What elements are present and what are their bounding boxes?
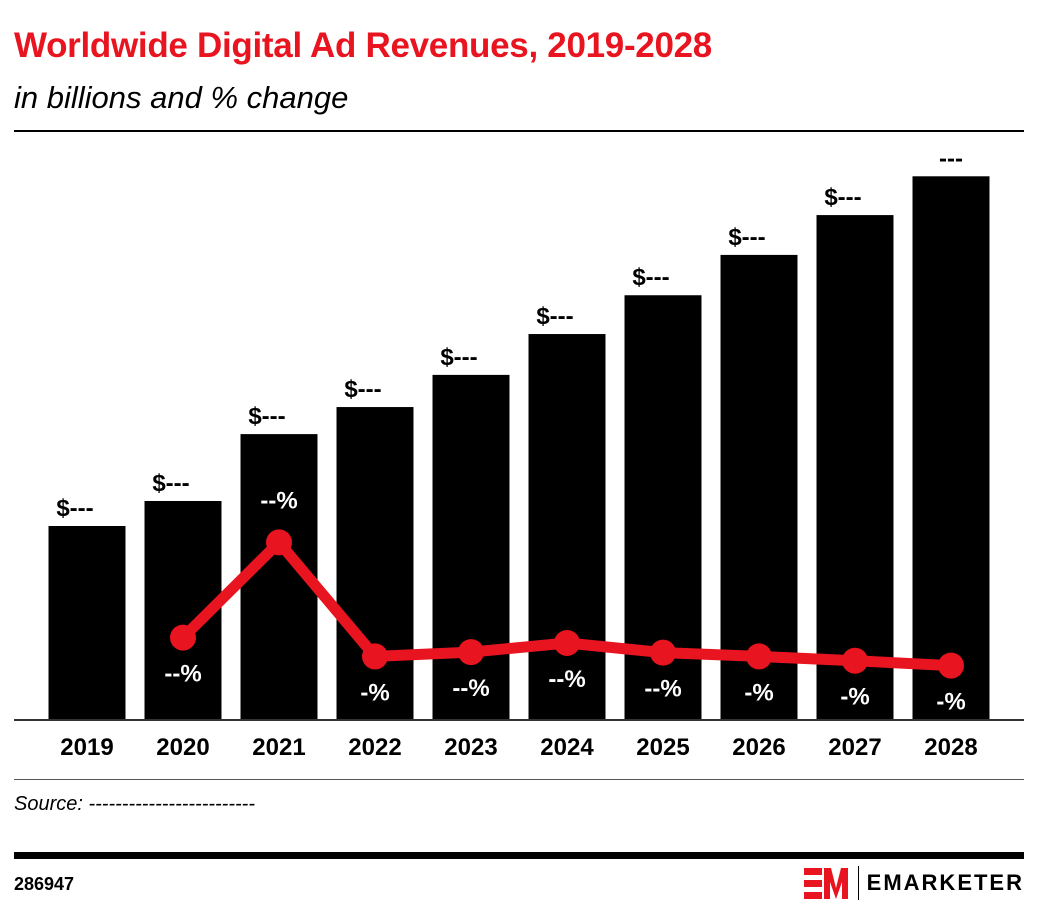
x-tick-label: 2019 [60, 734, 113, 761]
bar-label: $--- [152, 470, 189, 497]
bar [816, 215, 894, 720]
em-logo-icon [803, 868, 848, 899]
bar-label: $--- [248, 403, 285, 430]
bar-label: $--- [344, 376, 381, 403]
bar [48, 526, 126, 720]
growth-label: --% [548, 666, 585, 693]
x-tick-label: 2023 [444, 734, 497, 761]
growth-point [266, 529, 292, 556]
growth-point [554, 629, 580, 656]
bar-label: $--- [728, 224, 765, 251]
chart-subtitle: in billions and % change [14, 80, 349, 115]
growth-label: -% [744, 679, 773, 706]
bar-label: $--- [536, 303, 573, 330]
x-tick-label: 2026 [732, 734, 785, 761]
x-tick-label: 2027 [828, 734, 881, 761]
growth-label: --% [644, 676, 681, 703]
x-tick-label: 2021 [252, 734, 305, 761]
bar-label: $--- [440, 344, 477, 371]
growth-label: -% [936, 689, 965, 716]
source-note: Source: ------------------------- [14, 793, 255, 815]
growth-label: --% [452, 675, 489, 702]
bar [432, 374, 510, 720]
chart-id: 286947 [14, 874, 75, 894]
bar [336, 407, 414, 720]
logo-separator [857, 866, 859, 900]
growth-point [746, 643, 772, 670]
bar [912, 176, 990, 720]
growth-point [362, 643, 388, 670]
brand-name: EMARKETER [866, 870, 1024, 895]
growth-point [170, 624, 196, 651]
x-tick-label: 2028 [924, 734, 977, 761]
x-axis-line [14, 719, 1024, 721]
chart-area: $--- 2019 $--- 2020 $--- 2021 $--- 2022 $--- 2023… [14, 145, 1024, 761]
bar [528, 334, 606, 720]
source-divider [14, 779, 1024, 780]
growth-point [650, 639, 676, 666]
growth-point [458, 639, 484, 666]
bar [720, 254, 798, 720]
bar-label: $--- [632, 264, 669, 291]
growth-label: --% [260, 487, 297, 514]
x-tick-label: 2025 [636, 734, 689, 761]
bar-label: $--- [824, 184, 861, 211]
bar-label: --- [939, 145, 963, 172]
chart-title: Worldwide Digital Ad Revenues, 2019-2028 [14, 26, 712, 65]
growth-label: --% [164, 661, 201, 688]
growth-label: -% [360, 679, 389, 706]
growth-point [842, 647, 868, 674]
emarketer-logo: EMARKETER [803, 866, 1024, 900]
x-tick-label: 2020 [156, 734, 209, 761]
x-tick-label: 2022 [348, 734, 401, 761]
bar-label: $--- [56, 495, 93, 522]
growth-label: -% [840, 684, 869, 711]
x-tick-label: 2024 [540, 734, 594, 761]
top-divider [14, 130, 1024, 132]
growth-point [938, 652, 964, 679]
footer-divider [14, 852, 1024, 859]
